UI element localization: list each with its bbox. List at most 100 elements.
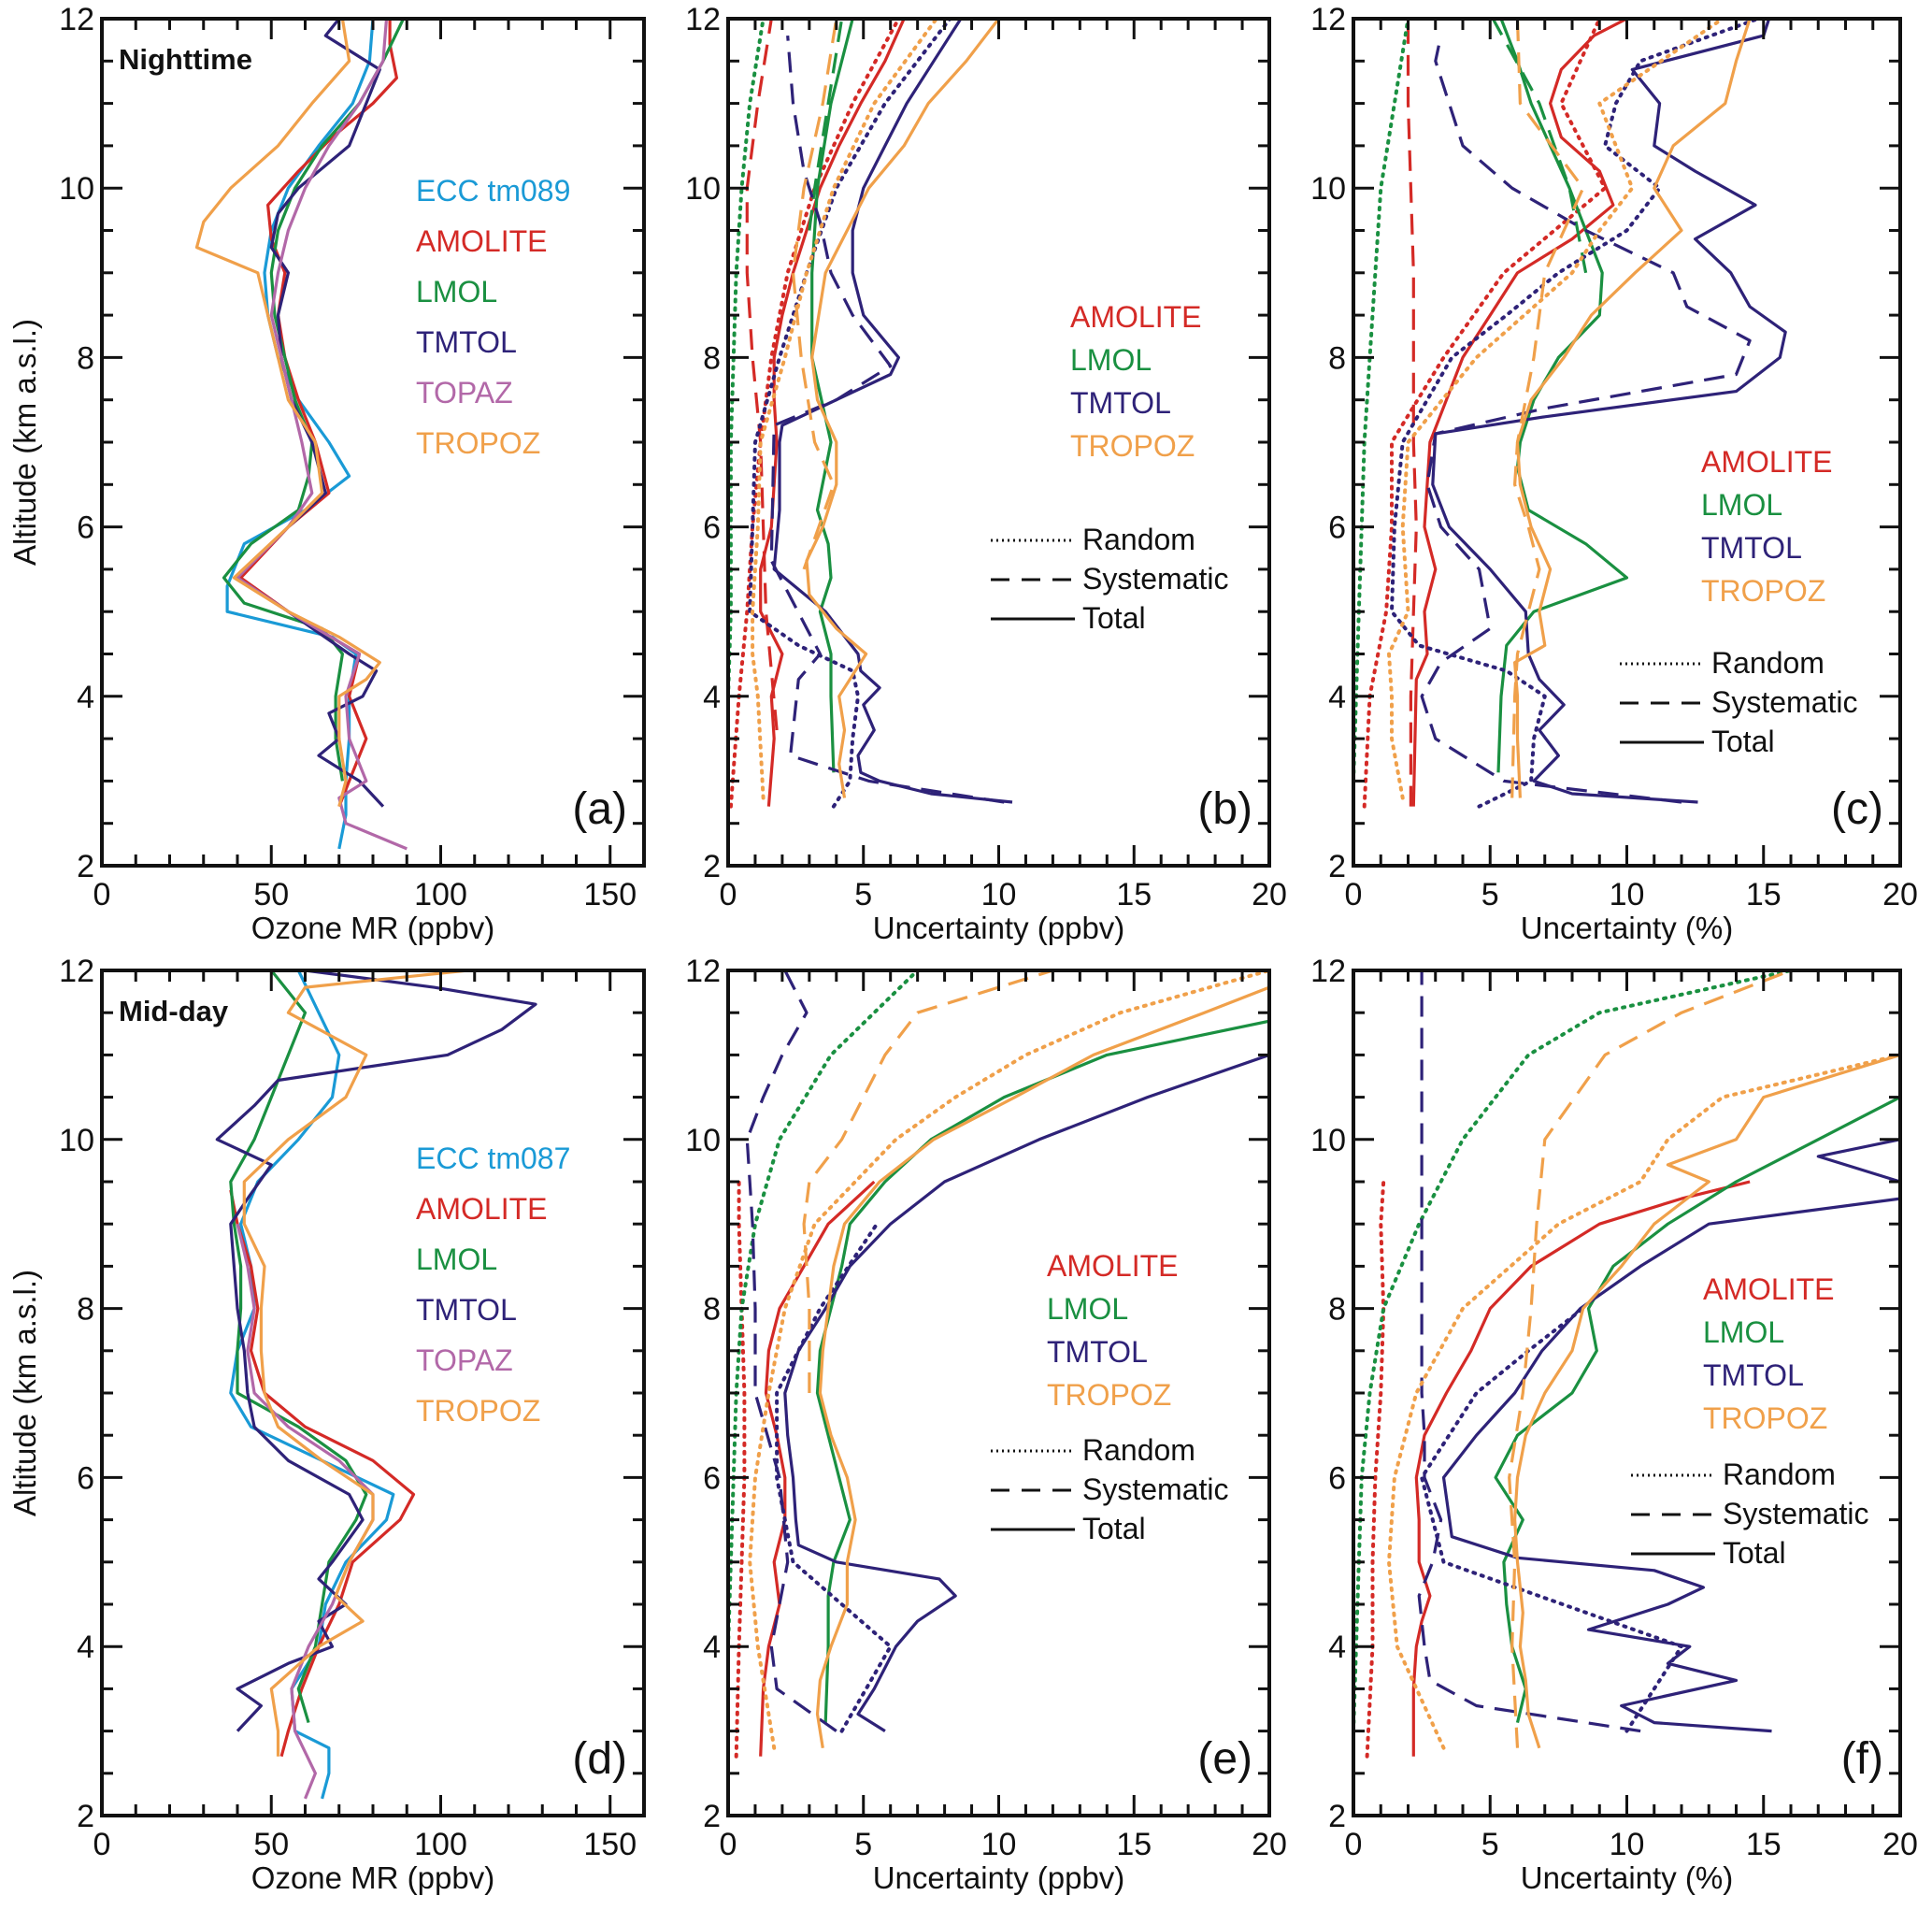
- x-tick-label: 5: [1481, 1827, 1499, 1862]
- legend-entry-amolite: AMOLITE: [416, 1192, 547, 1226]
- series-tropoz-dashed: [1510, 19, 1585, 798]
- panel-letter: (e): [1197, 1734, 1252, 1784]
- x-tick-label: 15: [1116, 877, 1152, 912]
- series-tmtol-dotted: [1420, 1306, 1683, 1733]
- x-axis-title: Ozone MR (ppbv): [251, 1860, 494, 1895]
- y-tick-label: 2: [703, 849, 721, 884]
- style-legend-solid: Total: [1723, 1536, 1786, 1570]
- style-legend-dotted: Random: [1082, 523, 1195, 556]
- panel-letter: (c): [1831, 784, 1883, 834]
- y-tick-label: 10: [685, 1123, 721, 1158]
- x-tick-label: 15: [1746, 877, 1782, 912]
- legend-entry-ecc: ECC tm089: [416, 174, 570, 208]
- y-tick-label: 6: [77, 1460, 94, 1496]
- y-tick-label: 10: [1310, 171, 1346, 207]
- y-tick-label: 2: [1328, 849, 1346, 884]
- legend-entry-tropoz: TROPOZ: [1047, 1378, 1171, 1412]
- x-tick-label: 10: [1610, 1827, 1645, 1862]
- series-group: [215, 970, 537, 1800]
- series-ecc-solid: [225, 19, 375, 850]
- legend-entry-tmtol: TMTOL: [1703, 1358, 1804, 1392]
- y-tick-label: 2: [1328, 1799, 1346, 1834]
- style-legend-dashed: Systematic: [1723, 1497, 1868, 1530]
- series-tropoz-solid: [242, 970, 468, 1757]
- legend-entry-topaz: TOPAZ: [416, 1343, 513, 1377]
- series-amolite-solid: [1411, 1180, 1751, 1757]
- x-tick-label: 100: [414, 877, 467, 912]
- series-amolite-dotted: [1362, 19, 1608, 809]
- panel-letter: (a): [572, 784, 627, 834]
- axes-frame: [100, 17, 646, 868]
- series-lmol-dotted: [1353, 970, 1793, 1733]
- series-amolite-solid: [1411, 19, 1628, 807]
- legend-entry-tropoz: TROPOZ: [1701, 574, 1825, 608]
- y-tick-label: 12: [1310, 954, 1346, 989]
- series-tropoz-dashed: [791, 19, 838, 570]
- y-tick-label: 8: [1328, 1292, 1346, 1328]
- y-tick-label: 8: [703, 1292, 721, 1328]
- x-tick-label: 20: [1882, 877, 1918, 912]
- series-tropoz-solid: [1512, 19, 1752, 798]
- x-tick-label: 0: [720, 1827, 737, 1862]
- series-lmol-solid: [810, 19, 854, 773]
- series-tmtol-solid: [783, 1053, 1269, 1732]
- panel-f: 0 5 10 15 20 2 4 6 8 10 12 Uncertainty (%) (f) AMOLIT…: [1310, 954, 1918, 1895]
- x-tick-label: 0: [1345, 1827, 1363, 1862]
- series-tropoz-solid: [194, 19, 381, 808]
- legend-entry-lmol: LMOL: [1701, 488, 1782, 522]
- panel-title: Mid-day: [119, 995, 229, 1027]
- x-axis-title: Uncertainty (%): [1521, 911, 1733, 945]
- series-tmtol-dashed: [769, 35, 1005, 804]
- series-amolite-solid: [239, 19, 398, 808]
- y-tick-label: 8: [77, 340, 94, 376]
- y-tick-label: 10: [59, 1123, 94, 1158]
- legend-entry-tropoz: TROPOZ: [416, 1394, 540, 1428]
- style-legend-dashed: Systematic: [1082, 562, 1228, 596]
- legend-entry-tropoz: TROPOZ: [1703, 1401, 1827, 1435]
- y-tick-label: 10: [685, 171, 721, 207]
- series-tmtol-dotted: [1390, 19, 1760, 809]
- series-tropoz-dashed: [1508, 970, 1792, 1748]
- series-amolite-solid: [229, 1189, 416, 1758]
- series-ecc-solid: [229, 970, 395, 1800]
- x-axis-title: Uncertainty (ppbv): [873, 1860, 1125, 1895]
- x-tick-label: 150: [583, 1827, 637, 1862]
- legend-entry-tmtol: TMTOL: [1047, 1335, 1148, 1369]
- y-tick-label: 2: [703, 1799, 721, 1834]
- series-group: [194, 19, 408, 851]
- series-lmol-dashed: [1491, 19, 1588, 274]
- x-tick-label: 0: [93, 877, 111, 912]
- style-legend-solid: Total: [1082, 1512, 1146, 1545]
- series-tmtol-dotted: [775, 1222, 893, 1733]
- legend-entry-amolite: AMOLITE: [1703, 1272, 1834, 1306]
- y-tick-label: 12: [59, 954, 94, 989]
- legend-entry-amolite: AMOLITE: [416, 224, 547, 258]
- y-tick-label: 4: [1328, 680, 1346, 715]
- y-tick-label: 4: [703, 1630, 721, 1665]
- series-tropoz-dotted: [751, 19, 938, 800]
- legend-entry-topaz: TOPAZ: [416, 376, 513, 409]
- legend-entry-ecc: ECC tm087: [416, 1142, 570, 1175]
- panel-a: 0 50 100 150 2 4 6 8 10 12 Ozone MR (ppbv) (a) Night…: [59, 2, 646, 945]
- x-tick-label: 0: [93, 1827, 111, 1862]
- panel-letter: (d): [572, 1734, 627, 1784]
- ylabel-top: Altitude (km a.s.l.): [7, 319, 42, 566]
- legend-entry-tropoz: TROPOZ: [1070, 429, 1195, 463]
- legend-entry-lmol: LMOL: [1703, 1315, 1784, 1349]
- legend-entry-amolite: AMOLITE: [1070, 300, 1201, 334]
- y-tick-label: 6: [77, 510, 94, 546]
- x-tick-label: 0: [1345, 877, 1363, 912]
- y-tick-label: 6: [1328, 1460, 1346, 1496]
- legend-entry-amolite: AMOLITE: [1701, 445, 1832, 479]
- axes-frame: [1352, 969, 1902, 1817]
- series-tropoz-solid: [815, 985, 1269, 1748]
- panel-title: Nighttime: [119, 43, 252, 76]
- x-tick-label: 50: [253, 1827, 289, 1862]
- panel-letter: (b): [1197, 784, 1252, 834]
- y-tick-label: 12: [59, 2, 94, 37]
- series-tmtol-dashed: [745, 970, 837, 1732]
- axes-frame: [100, 969, 646, 1817]
- x-tick-label: 20: [1252, 877, 1287, 912]
- series-amolite-solid: [759, 1180, 876, 1757]
- series-amolite-dashed: [745, 19, 779, 731]
